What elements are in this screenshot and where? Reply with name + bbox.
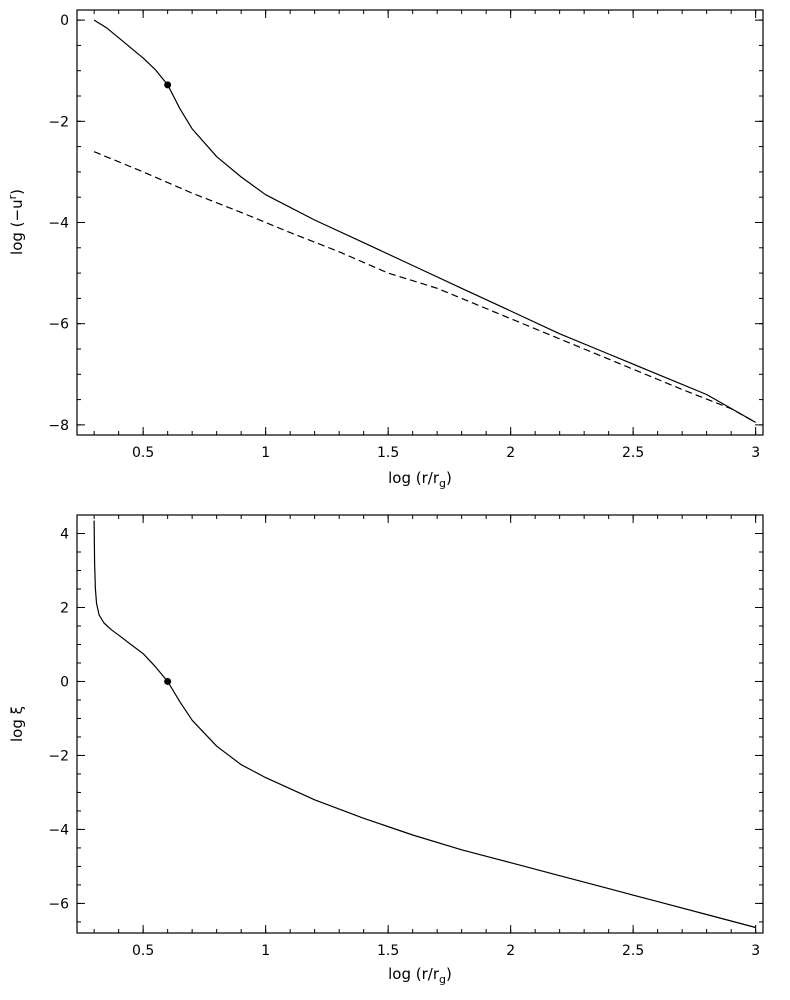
bottom-y-tick-label: 2 (60, 600, 69, 616)
top-y-axis-label: log (−ur) (6, 189, 26, 255)
bottom-x-tick-label: 1.5 (377, 943, 399, 959)
bottom-series (93, 520, 756, 929)
bottom-y-axis-label: log ξ (8, 706, 26, 742)
bottom-x-tick-label: 3 (751, 943, 760, 959)
bottom-x-axis-label: log (r/rg) (388, 965, 452, 986)
top-series-dashed-line (93, 151, 756, 423)
bottom-panel: 0.5 1 1.5 2 2.5 3 4 2 0 −2 −4 −6 log (r/rg) log ξ (8, 514, 764, 986)
bottom-y-tick-label: −6 (48, 896, 69, 912)
top-marker-point (164, 81, 172, 89)
top-x-axis-label: log (r/rg) (388, 469, 452, 490)
top-y-tick-label: 0 (60, 13, 69, 29)
top-x-tick-label: 1 (261, 445, 270, 461)
top-x-tick-label: 0.5 (132, 445, 154, 461)
bottom-y-tick-label: −2 (48, 748, 69, 764)
top-y-tick-label: −4 (48, 216, 69, 232)
top-plot-frame (76, 9, 764, 436)
top-y-tick-label: −6 (48, 317, 69, 333)
bottom-x-tick-label: 1 (261, 943, 270, 959)
bottom-y-tick-label: −4 (48, 822, 69, 838)
top-x-tick-label: 2 (506, 445, 515, 461)
bottom-marker-point (164, 677, 172, 685)
top-x-tick-label: 3 (751, 445, 760, 461)
top-ticks: 0.5 1 1.5 2 2.5 3 0 −2 −4 −6 −8 (48, 10, 763, 461)
bottom-x-tick-label: 0.5 (132, 943, 154, 959)
top-y-tick-label: −8 (48, 418, 69, 434)
top-series-solid-line (93, 19, 756, 423)
bottom-x-tick-label: 2.5 (622, 943, 644, 959)
bottom-y-tick-label: 4 (60, 526, 69, 542)
top-series (93, 19, 756, 423)
top-x-tick-label: 2.5 (622, 445, 644, 461)
bottom-series-solid-line (93, 520, 756, 929)
bottom-x-tick-label: 2 (506, 943, 515, 959)
bottom-plot-frame (76, 514, 764, 934)
top-panel: 0.5 1 1.5 2 2.5 3 0 −2 −4 −6 −8 log (r/rg) log (−u… (6, 9, 764, 490)
bottom-ticks: 0.5 1 1.5 2 2.5 3 4 2 0 −2 −4 −6 (48, 514, 763, 959)
bottom-y-tick-label: 0 (60, 674, 69, 690)
top-x-tick-label: 1.5 (377, 445, 399, 461)
top-y-tick-label: −2 (48, 114, 69, 130)
